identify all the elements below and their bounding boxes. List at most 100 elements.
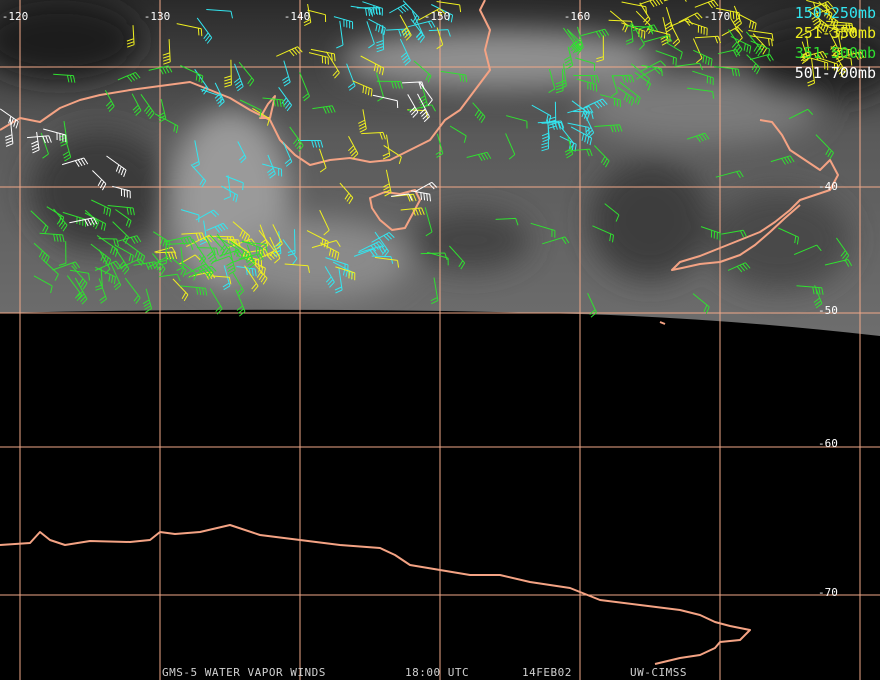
wind-barb: [420, 252, 448, 261]
wind-barb: [186, 234, 215, 248]
wind-barb: [625, 25, 654, 35]
wind-barb: [748, 30, 774, 42]
wind-barb: [131, 93, 142, 116]
wind-barb: [436, 1, 462, 13]
wind-barb: [665, 42, 683, 60]
wind-barb: [226, 245, 236, 275]
wind-barb: [472, 102, 486, 123]
wind-barb: [233, 63, 244, 92]
wind-barb: [216, 233, 230, 256]
wind-barb: [218, 249, 243, 258]
wind-barb: [558, 63, 567, 90]
wind-barb: [282, 142, 293, 167]
wind-barb: [237, 141, 247, 164]
wind-barb: [833, 52, 847, 78]
wind-barb: [112, 185, 131, 199]
wind-barb: [69, 269, 90, 281]
wind-barb: [115, 209, 132, 228]
wind-barb: [244, 265, 259, 292]
legend-entry: 251-350mb: [795, 24, 876, 42]
wind-barb: [299, 72, 310, 102]
wind-barb: [600, 94, 621, 108]
wind-barb: [366, 21, 375, 49]
wind-barb: [154, 246, 177, 254]
wind-barb: [801, 35, 811, 62]
wind-barb: [466, 151, 492, 162]
wind-barb: [548, 68, 556, 94]
wind-barb: [207, 235, 236, 244]
wind-barb: [33, 275, 53, 294]
wind-barb: [838, 51, 865, 60]
wind-barb: [239, 99, 262, 118]
wind-barb: [639, 60, 666, 73]
footer-text: GMS-5 WATER VAPOR WINDS: [162, 666, 326, 679]
wind-barb: [230, 240, 250, 262]
wind-barb: [678, 12, 703, 23]
wind-barb: [663, 0, 687, 2]
wind-barb: [245, 244, 255, 269]
wind-barb: [117, 71, 141, 83]
wind-barb: [399, 38, 411, 66]
wind-barb: [223, 175, 232, 200]
footer-text: 14FEB02: [522, 666, 572, 679]
legend-entry: 150-250mb: [795, 4, 876, 22]
wind-barb: [334, 267, 343, 294]
wind-barb: [269, 236, 281, 264]
wind-barb: [374, 256, 400, 268]
wind-barb: [574, 26, 584, 52]
wind-barb: [576, 78, 598, 92]
wind-barb: [835, 237, 850, 262]
wind-barb: [222, 265, 231, 291]
wind-barb: [639, 0, 664, 8]
longitude-label: -160: [564, 10, 591, 23]
wind-barb: [180, 261, 197, 281]
wind-barb: [244, 256, 266, 276]
latitude-label: -60: [818, 437, 838, 450]
wind-barb: [609, 10, 629, 33]
wind-barb: [721, 229, 747, 238]
footer-text: 18:00 UTC: [405, 666, 469, 679]
wind-barb: [749, 53, 774, 62]
wind-barb: [750, 40, 770, 57]
wind-barb: [819, 22, 843, 40]
wind-barb: [181, 232, 206, 241]
wind-barb: [426, 251, 449, 266]
wind-barb: [390, 193, 413, 201]
wind-barb: [358, 241, 385, 252]
wind-barb: [580, 28, 610, 38]
wind-barb: [643, 34, 673, 43]
wind-barb: [807, 58, 815, 87]
wind-barb: [33, 242, 50, 264]
wind-barb: [410, 18, 425, 43]
wind-barb: [440, 70, 468, 83]
wind-barb: [360, 55, 385, 76]
wind-barb: [298, 140, 324, 148]
wind-barb: [148, 65, 173, 75]
wind-barb: [796, 285, 824, 295]
wind-barb: [389, 3, 412, 14]
wind-barb: [617, 86, 635, 106]
footer-text: UW-CIMSS: [630, 666, 687, 679]
wind-barb: [117, 235, 142, 244]
wind-barb: [170, 256, 187, 277]
wind-barb: [693, 49, 713, 67]
wind-barb: [62, 211, 87, 227]
wind-barb: [232, 221, 251, 243]
wind-barb: [196, 17, 213, 44]
wind-barb: [655, 50, 677, 66]
wind-barb: [567, 106, 594, 115]
wind-barb: [124, 240, 146, 264]
wind-barb: [584, 98, 608, 109]
wind-barb: [180, 209, 200, 223]
wind-barb: [209, 234, 225, 258]
wind-barb: [176, 23, 203, 37]
wind-barb: [53, 73, 76, 83]
wind-barb: [43, 128, 67, 143]
wind-barb: [383, 144, 402, 165]
wind-barb: [336, 20, 344, 49]
wind-barb: [358, 109, 367, 133]
wind-barb: [241, 241, 268, 252]
wind-barb: [687, 87, 715, 99]
wind-barb: [818, 1, 833, 21]
